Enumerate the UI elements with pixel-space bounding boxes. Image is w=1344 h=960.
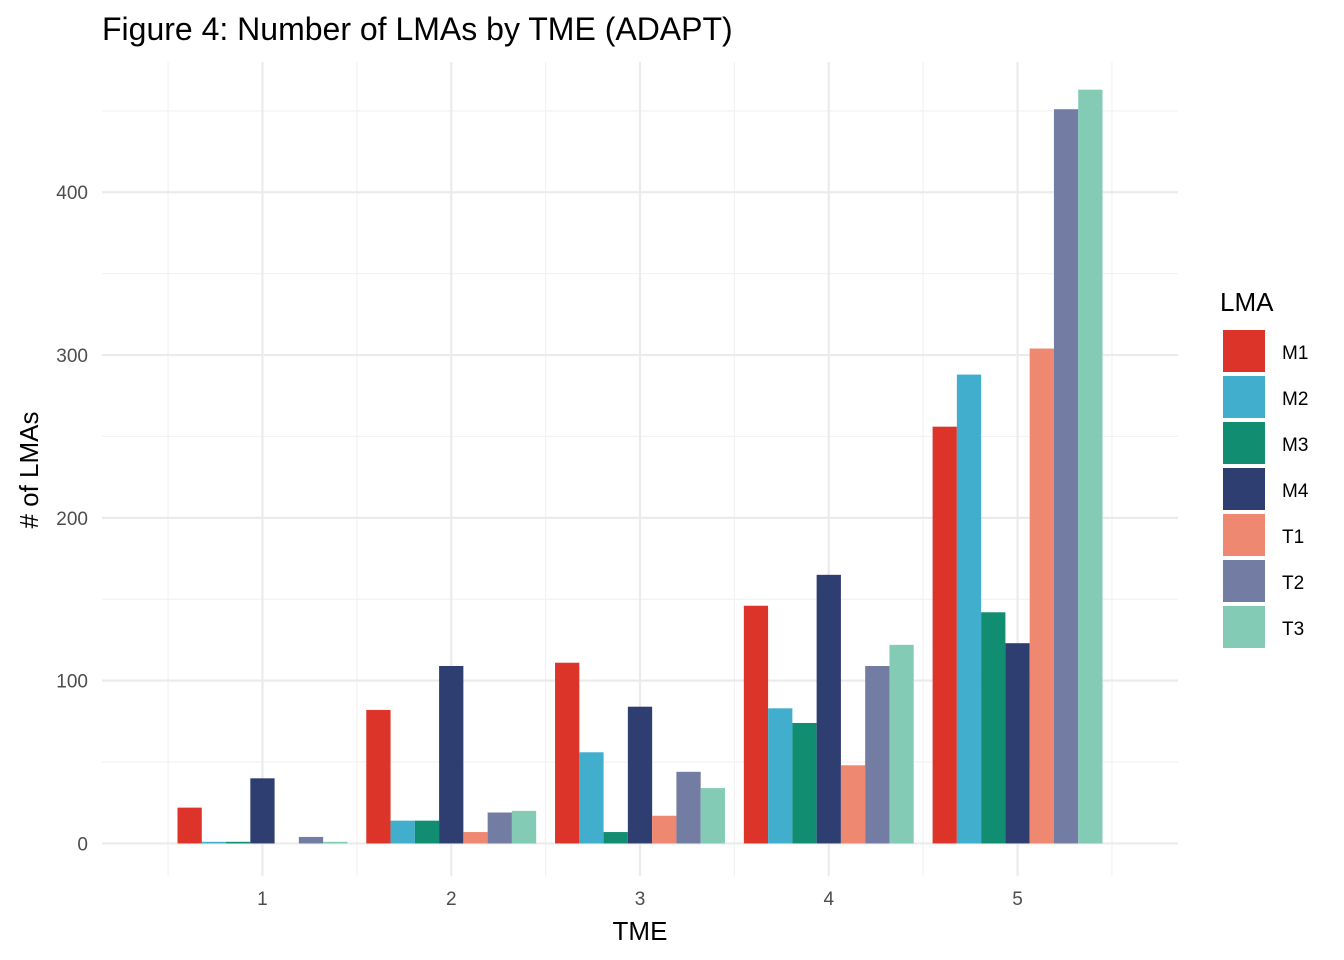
bar-M3-4 bbox=[792, 722, 817, 844]
x-tick-label: 4 bbox=[823, 889, 834, 910]
x-axis-title: TME bbox=[613, 916, 668, 946]
chart-title: Figure 4: Number of LMAs by TME (ADAPT) bbox=[102, 11, 733, 47]
legend-key-M2 bbox=[1223, 376, 1265, 418]
legend-key-T3 bbox=[1223, 606, 1265, 648]
bar-T2-3 bbox=[676, 771, 701, 844]
legend-key-T2 bbox=[1223, 560, 1265, 602]
x-tick-label: 3 bbox=[635, 889, 646, 910]
bar-T1-3 bbox=[652, 815, 677, 844]
bar-T3-2 bbox=[511, 810, 537, 844]
y-tick-label: 300 bbox=[56, 346, 88, 367]
bar-M4-3 bbox=[627, 706, 653, 844]
bar-M3-5 bbox=[981, 612, 1006, 844]
legend-label-M2: M2 bbox=[1282, 389, 1308, 410]
legend: LMA M1 M2 M3 M4 T1 T2 T3 bbox=[1220, 287, 1309, 648]
bar-M3-1 bbox=[226, 841, 251, 844]
bar-M1-2 bbox=[366, 709, 391, 844]
bar-M4-5 bbox=[1005, 643, 1030, 844]
bar-T3-5 bbox=[1078, 89, 1103, 844]
legend-label-T1: T1 bbox=[1282, 527, 1304, 548]
bar-M2-1 bbox=[201, 841, 227, 844]
bar-M2-3 bbox=[579, 752, 604, 844]
bar-T2-4 bbox=[865, 665, 890, 844]
bar-M3-2 bbox=[414, 820, 440, 844]
bar-M2-2 bbox=[390, 820, 415, 844]
legend-title: LMA bbox=[1220, 287, 1274, 317]
y-tick-label: 200 bbox=[56, 509, 88, 530]
bar-M1-3 bbox=[555, 662, 580, 844]
bar-M4-2 bbox=[439, 665, 464, 844]
x-tick-label: 1 bbox=[257, 889, 268, 910]
bar-T2-2 bbox=[487, 812, 512, 844]
x-tick-label: 5 bbox=[1012, 889, 1023, 910]
y-axis-ticks: 0 100 200 300 400 bbox=[56, 183, 88, 855]
bar-M1-1 bbox=[177, 807, 202, 844]
bar-M2-4 bbox=[768, 708, 793, 844]
x-axis-ticks: 1 2 3 4 5 bbox=[257, 889, 1023, 910]
bar-T1-2 bbox=[463, 832, 488, 844]
bar-M1-5 bbox=[932, 426, 957, 844]
bar-T3-1 bbox=[323, 841, 348, 844]
bar-T3-4 bbox=[889, 644, 914, 844]
legend-key-M4 bbox=[1223, 468, 1265, 510]
legend-label-M4: M4 bbox=[1282, 481, 1309, 502]
bars bbox=[177, 89, 1103, 844]
bar-T2-5 bbox=[1053, 109, 1079, 844]
legend-label-T3: T3 bbox=[1282, 619, 1304, 640]
bar-T3-3 bbox=[700, 788, 725, 844]
bar-M2-5 bbox=[956, 374, 982, 844]
bar-M4-4 bbox=[816, 574, 841, 844]
bar-T2-1 bbox=[298, 836, 324, 844]
legend-key-M3 bbox=[1223, 422, 1265, 464]
legend-label-T2: T2 bbox=[1282, 573, 1304, 594]
y-tick-label: 0 bbox=[77, 834, 88, 855]
x-tick-label: 2 bbox=[446, 889, 457, 910]
legend-label-M3: M3 bbox=[1282, 435, 1308, 456]
bar-M3-3 bbox=[603, 832, 628, 844]
bar-T1-5 bbox=[1029, 348, 1054, 844]
y-tick-label: 400 bbox=[56, 183, 88, 204]
legend-key-M1 bbox=[1223, 330, 1265, 372]
bar-M4-1 bbox=[250, 778, 275, 844]
legend-key-T1 bbox=[1223, 514, 1265, 556]
bar-M1-4 bbox=[743, 605, 769, 844]
y-axis-title: # of LMAs bbox=[14, 411, 44, 528]
legend-label-M1: M1 bbox=[1282, 343, 1308, 364]
bar-T1-4 bbox=[840, 765, 866, 844]
y-tick-label: 100 bbox=[56, 672, 88, 693]
